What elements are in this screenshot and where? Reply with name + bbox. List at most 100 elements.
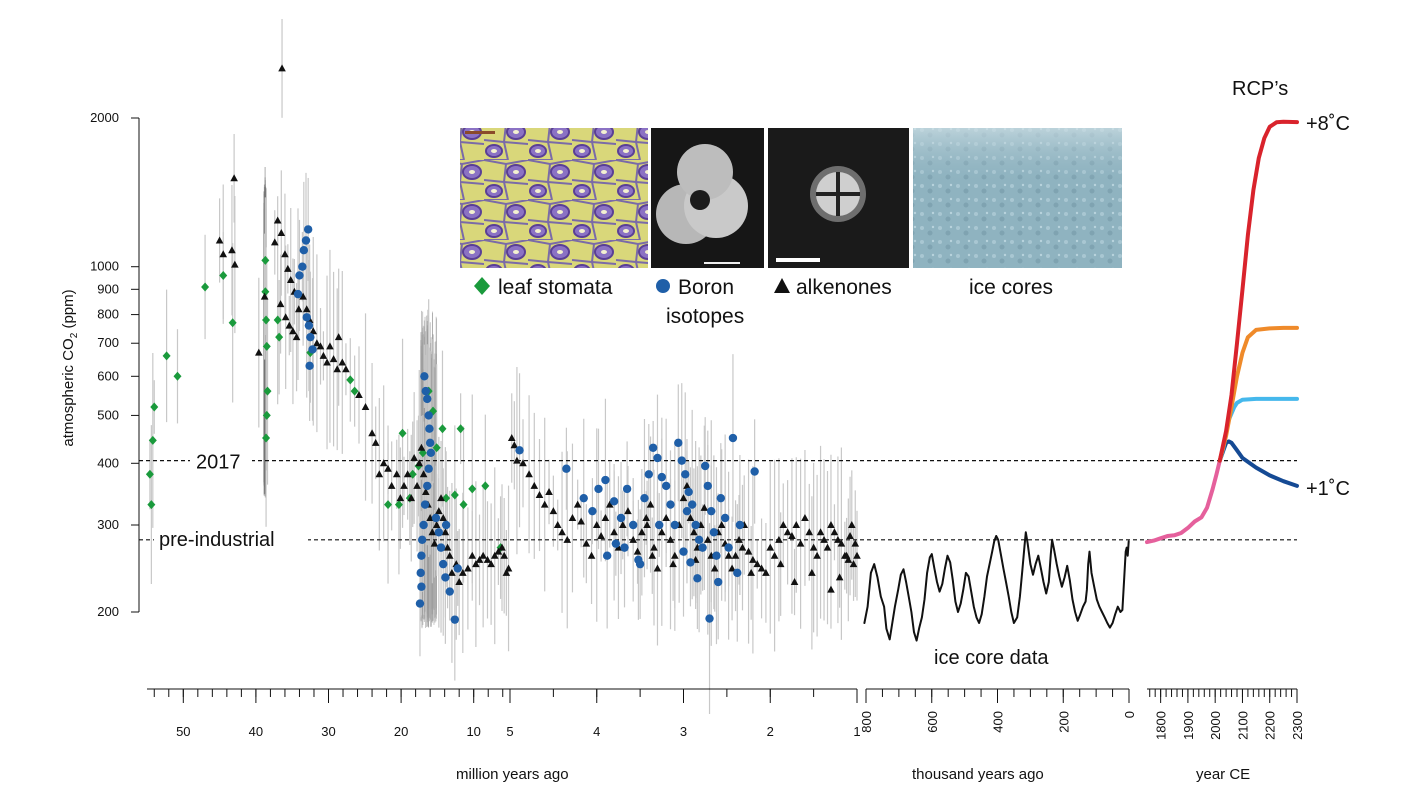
boron-point — [425, 438, 435, 448]
alkenone-point — [847, 521, 856, 529]
alkenone-point — [738, 543, 747, 551]
alkenone-point — [475, 555, 484, 563]
alkenone-point — [525, 470, 533, 478]
alkenone-point — [835, 573, 844, 581]
alkenone-point — [281, 313, 290, 321]
alkenone-point — [285, 321, 294, 329]
alkenone-point — [683, 481, 691, 489]
alkenone-point — [419, 470, 428, 478]
alkenone-point — [379, 459, 388, 467]
alkenone-point — [610, 528, 618, 536]
y-axis-title: atmospheric CO2 (ppm) — [60, 289, 80, 446]
alkenone-point — [513, 456, 521, 464]
boron-point — [700, 461, 710, 471]
legend-label-stomata: leaf stomata — [498, 276, 613, 299]
alkenone-point — [535, 491, 544, 499]
alkenone-point — [766, 543, 775, 551]
boron-point — [750, 467, 759, 476]
alkenone-point — [443, 543, 452, 551]
alkenone-point — [338, 358, 347, 366]
photo-boron-foraminifera — [651, 128, 764, 268]
stomata-point — [228, 318, 237, 328]
alkenone-point — [428, 528, 437, 536]
boron-point — [445, 587, 454, 596]
stomata-point — [262, 433, 271, 443]
stomata-point — [456, 424, 465, 434]
alkenone-point — [614, 543, 623, 551]
alkenone-point — [679, 494, 688, 502]
alkenone-point — [400, 481, 408, 489]
boron-point — [417, 582, 426, 591]
x-tick-label: 50 — [176, 724, 190, 739]
alkenone-point — [504, 564, 513, 572]
stomata-point — [481, 481, 490, 491]
alkenone-point — [747, 568, 755, 576]
stomata-point — [432, 443, 441, 453]
boron-point — [424, 464, 433, 473]
legend-item-alkenones: alkenones — [774, 276, 892, 299]
alkenone-point — [796, 539, 805, 547]
alkenone-point — [853, 551, 861, 559]
alkenone-point — [284, 264, 292, 272]
alkenone-point — [494, 547, 503, 555]
diamond-marker-icon — [474, 277, 490, 295]
alkenone-point — [568, 513, 577, 521]
boron-point — [304, 321, 314, 330]
boron-point — [293, 289, 303, 299]
alkenone-point — [417, 443, 426, 451]
alkenone-point — [573, 500, 582, 508]
alkenone-point — [231, 260, 239, 268]
series-line-historical — [1145, 458, 1222, 545]
boron-point — [712, 551, 721, 560]
boron-point — [298, 262, 307, 271]
alkenone-point — [498, 543, 506, 551]
boron-point — [679, 547, 688, 556]
boron-point — [694, 535, 704, 545]
alkenone-point — [361, 403, 370, 411]
y-tick-label: 900 — [97, 281, 119, 296]
alkenone-point — [762, 568, 770, 576]
alkenone-point — [724, 551, 733, 559]
series-line-ice-cores — [863, 531, 1130, 642]
alkenone-point — [686, 513, 695, 521]
alkenone-point — [757, 564, 766, 572]
alkenone-point — [289, 327, 297, 335]
x-tick-label: 20 — [394, 724, 408, 739]
boron-point — [609, 497, 619, 506]
legend-item-ice-cores: ice cores — [969, 276, 1053, 299]
x-tick-label: 200 — [1056, 711, 1071, 733]
alkenone-point — [273, 216, 282, 224]
alkenone-point — [313, 339, 321, 347]
alkenone-point — [624, 507, 632, 515]
alkenone-point — [445, 551, 454, 559]
alkenone-point — [643, 521, 651, 529]
y-tick-label: 400 — [97, 455, 119, 470]
boron-point — [420, 500, 430, 509]
legend-label-boron: Boron — [678, 276, 734, 299]
alkenone-point — [582, 539, 591, 547]
alkenone-point — [384, 464, 392, 472]
boron-point — [653, 453, 662, 463]
y-axis-title-main: atmospheric CO — [60, 338, 77, 446]
boron-point — [441, 573, 450, 582]
alkenone-point — [849, 560, 858, 568]
legend-item-boron: Boron isotopes — [656, 276, 744, 328]
alkenone-point — [437, 494, 445, 502]
alkenone-point — [371, 438, 380, 446]
boron-point — [601, 475, 610, 485]
boron-point — [698, 543, 707, 552]
alkenone-point — [735, 535, 743, 543]
alkenone-point — [510, 441, 519, 449]
alkenone-point — [731, 551, 740, 559]
x-tick-label: 2 — [767, 724, 774, 739]
legend-item-stomata: leaf stomata — [474, 276, 613, 299]
stomata-point — [145, 469, 154, 479]
alkenone-point — [441, 528, 450, 536]
boron-point — [441, 520, 451, 530]
stomata-point — [438, 424, 447, 434]
alkenone-point — [519, 459, 527, 467]
alkenone-point — [329, 355, 338, 363]
x-tick-label: 3 — [680, 724, 687, 739]
stomata-point — [219, 270, 228, 280]
boron-point — [622, 484, 632, 494]
